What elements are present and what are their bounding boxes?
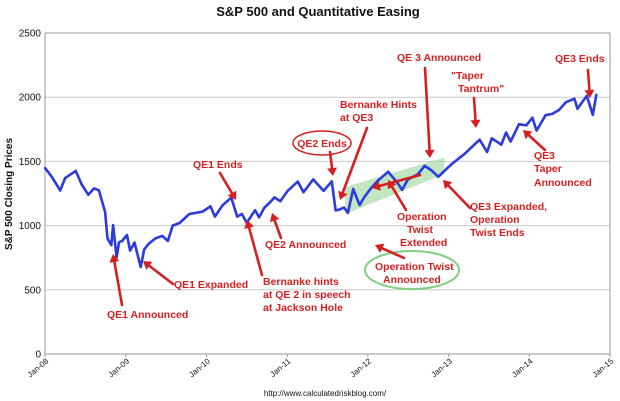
annotation-arrow: [247, 226, 264, 277]
annotation-label: QE2 Announced: [265, 239, 346, 251]
operation-twist-ellipse: [364, 250, 460, 290]
annotation-arrow: [447, 184, 472, 210]
y-tick-label: 1500: [19, 157, 42, 168]
annotation-arrowhead: [375, 243, 385, 253]
annotation-arrowhead: [443, 180, 453, 190]
annotation-arrowhead: [372, 181, 382, 191]
annotation-arrow: [148, 264, 175, 286]
annotation-label: Tantrum": [458, 83, 504, 95]
sp500-series-line: [43, 93, 598, 269]
annotation-arrow: [381, 246, 406, 260]
annotation-arrow: [586, 68, 591, 92]
annotation-arrowhead: [227, 190, 237, 200]
annotation-arrow: [218, 171, 234, 195]
annotation-label: at Jackson Hole: [263, 302, 343, 314]
annotation-label: Operation: [397, 211, 447, 223]
annotation-text-layer: QE1 Announced QE1 Expanded QE1 Ends Bernank…: [107, 52, 605, 321]
annotation-label: Operation: [470, 214, 520, 226]
qe2-ends-ellipse: [292, 130, 352, 156]
chart-title: S&P 500 and Quantitative Easing: [216, 4, 420, 19]
annotation-label: QE1 Expanded: [174, 279, 248, 291]
annotation-arrowhead: [584, 89, 595, 98]
annotation-arrow: [472, 96, 477, 122]
annotation-label: QE1 Ends: [193, 159, 243, 171]
annotation-arrow: [328, 150, 334, 170]
series-line-layer: [43, 93, 598, 269]
annotation-arrowhead: [470, 119, 481, 128]
annotation-arrowhead: [523, 130, 533, 140]
annotation-label: at QE3: [340, 112, 373, 124]
annotation-arrowhead: [338, 190, 348, 200]
annotation-label: Twist: [407, 224, 434, 236]
annotation-ellipse-layer: [292, 130, 460, 290]
annotation-label: Announced: [534, 177, 592, 189]
annotation-label: QE 3 Announced: [397, 52, 481, 64]
annotation-arrowhead: [109, 254, 120, 263]
source-url: http://www.calculatedriskblog.com/: [264, 389, 387, 398]
annotation-arrowhead: [424, 149, 435, 158]
y-tick-label: 0: [35, 350, 41, 361]
y-tick-label: 2500: [19, 29, 42, 40]
y-axis-label: S&P 500 Closing Prices: [4, 138, 15, 251]
annotation-arrowhead: [270, 213, 280, 223]
annotation-label: Twist Ends: [470, 227, 525, 239]
y-tick-label: 500: [24, 285, 41, 296]
annotation-label: QE2 Ends: [297, 138, 347, 150]
plot-area-border: [44, 32, 611, 355]
gridlines: [45, 32, 610, 291]
annotation-label: Operation Twist: [375, 261, 454, 273]
annotation-arrow: [527, 134, 547, 152]
annotation-label: QE3: [534, 150, 555, 162]
annotation-label: "Taper: [451, 70, 484, 82]
plot-border-rect: [44, 32, 611, 355]
annotation-arrowhead: [327, 167, 337, 176]
annotation-label: Bernanke Hints: [340, 99, 417, 111]
annotation-arrow: [390, 185, 408, 212]
annotation-label: Taper: [534, 163, 562, 175]
annotation-arrow: [341, 126, 369, 194]
annotation-label: Bernanke hints: [263, 276, 339, 288]
annotation-arrow: [273, 219, 283, 240]
annotation-arrow: [113, 260, 124, 307]
annotation-arrow: [378, 173, 422, 188]
annotation-arrowhead: [244, 220, 254, 230]
y-tick-label: 2000: [19, 93, 42, 104]
annotation-label: QE3 Expanded,: [470, 201, 547, 213]
annotation-arrowhead: [143, 261, 153, 270]
annotation-arrow-layer: [109, 66, 595, 307]
annotation-arrow: [423, 66, 431, 152]
annotation-label: QE1 Announced: [107, 309, 188, 321]
annotation-label: Extended: [400, 237, 447, 249]
y-tick-labels: 0 500 1000 1500 2000 2500: [19, 29, 42, 361]
y-tick-label: 1000: [19, 221, 42, 232]
annotation-label: Announced: [383, 274, 441, 286]
annotation-label: at QE 2 in speech: [263, 289, 351, 301]
annotation-label: QE3 Ends: [555, 53, 605, 65]
